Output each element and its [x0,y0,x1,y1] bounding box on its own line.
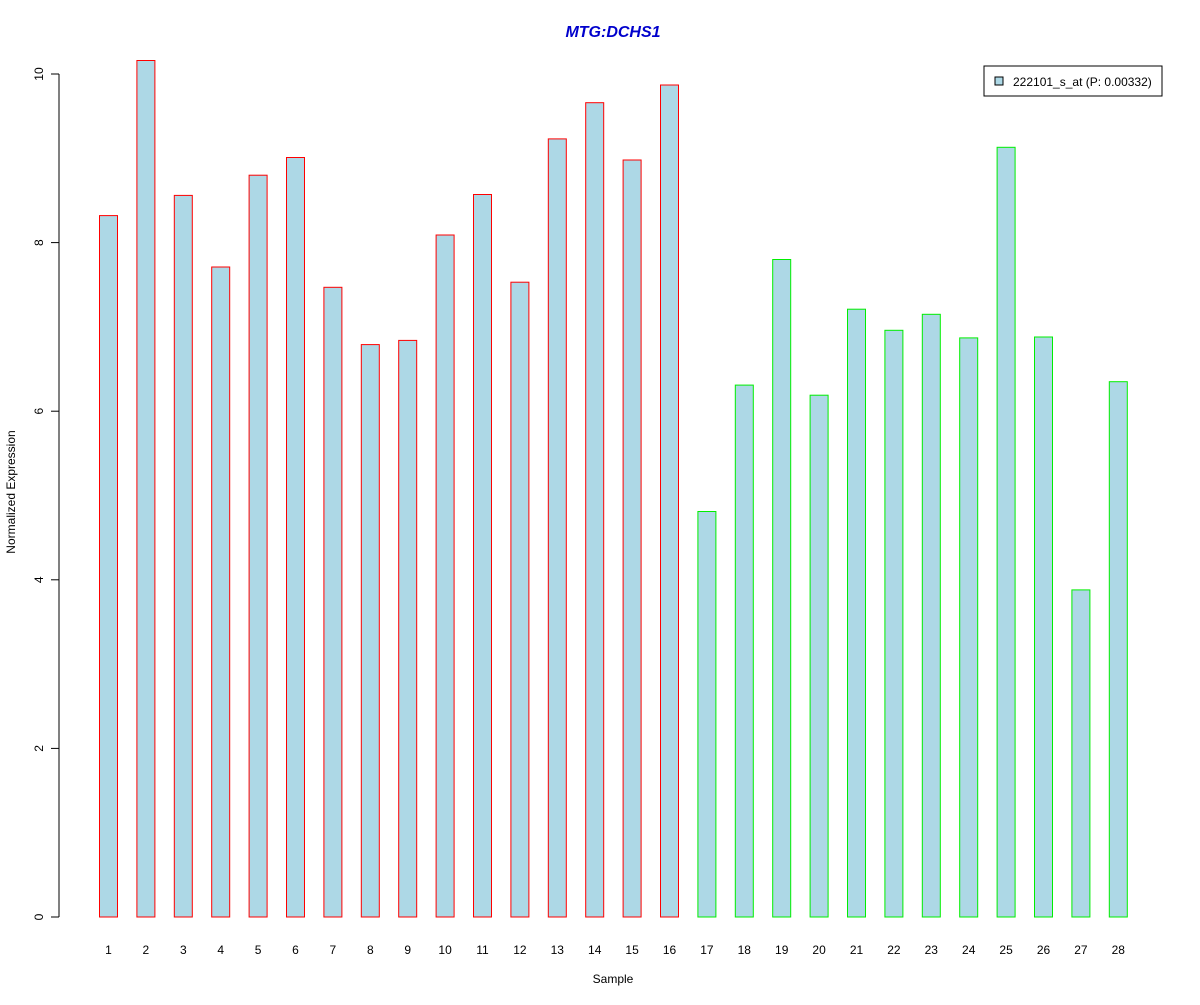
bar-sample-5 [248,174,268,918]
y-tick-label: 2 [32,745,46,752]
bar-sample-27 [1071,589,1091,918]
legend-swatch [994,76,1004,86]
bar-sample-26 [1034,336,1053,918]
chart-title: MTG:DCHS1 [565,24,660,41]
bar-sample-7 [323,286,343,918]
x-tick-label: 5 [255,943,262,957]
bar-sample-23 [921,313,941,918]
bar-sample-24 [959,337,979,918]
y-tick-label: 10 [32,67,46,81]
bar-sample-3 [173,194,193,918]
bar-sample-17 [697,511,717,918]
x-tick-label: 21 [850,943,864,957]
bar-sample-15 [622,159,642,918]
bar-sample-12 [510,281,530,918]
x-tick-label: 20 [812,943,826,957]
x-tick-label: 17 [700,943,714,957]
x-tick-label: 26 [1037,943,1051,957]
y-axis-label: Normalized Expression [4,430,18,553]
x-tick-label: 11 [476,943,489,957]
y-tick-label: 4 [32,576,46,583]
bar-sample-21 [847,308,866,918]
x-tick-label: 22 [887,943,901,957]
x-tick-label: 12 [513,943,527,957]
bar-sample-10 [435,234,455,918]
x-tick-label: 19 [775,943,789,957]
bar-sample-25 [996,146,1016,918]
bar-sample-11 [473,194,492,918]
x-tick-label: 28 [1112,943,1126,957]
x-tick-label: 10 [438,943,452,957]
bar-sample-4 [211,266,231,918]
x-tick-label: 2 [143,943,150,957]
y-tick-label: 6 [32,408,46,415]
x-tick-label: 24 [962,943,976,957]
x-tick-label: 8 [367,943,374,957]
x-tick-label: 3 [180,943,187,957]
x-tick-label: 13 [551,943,565,957]
legend-label: 222101_s_at (P: 0.00332) [1013,75,1152,89]
x-tick-label: 6 [292,943,299,957]
x-tick-label: 18 [738,943,752,957]
legend-box [983,65,1163,97]
y-tick-label: 0 [32,913,46,920]
x-tick-label: 9 [404,943,411,957]
x-tick-label: 23 [925,943,939,957]
bar-sample-13 [547,138,567,918]
y-axis: 0 2 4 6 8 10 [32,67,60,920]
x-tick-label: 1 [105,943,112,957]
bar-sample-2 [136,60,156,918]
bar-sample-9 [398,339,418,918]
bar-sample-19 [772,259,792,918]
bar-sample-28 [1108,381,1128,918]
bar-sample-1 [99,215,118,918]
x-tick-labels: 1 2 3 4 5 6 7 8 9 10 11 12 13 14 15 16 17 18 19 20 21 22 23 24 2… [105,943,1125,957]
bar-sample-14 [585,102,605,918]
x-tick-label: 4 [217,943,224,957]
x-tick-label: 7 [330,943,337,957]
bar-sample-16 [660,84,679,918]
x-tick-label: 25 [999,943,1013,957]
bar-sample-6 [286,157,305,918]
x-tick-label: 14 [588,943,602,957]
x-axis-label: Sample [593,972,634,986]
y-tick-label: 8 [32,239,46,246]
x-tick-label: 15 [625,943,639,957]
bar-sample-20 [809,394,829,918]
bar-sample-18 [734,384,754,918]
legend: 222101_s_at (P: 0.00332) [983,65,1163,97]
bar-sample-22 [884,329,904,918]
x-tick-label: 16 [663,943,677,957]
x-tick-label: 27 [1074,943,1088,957]
bar-sample-8 [360,344,380,918]
bars-group [99,60,1128,918]
